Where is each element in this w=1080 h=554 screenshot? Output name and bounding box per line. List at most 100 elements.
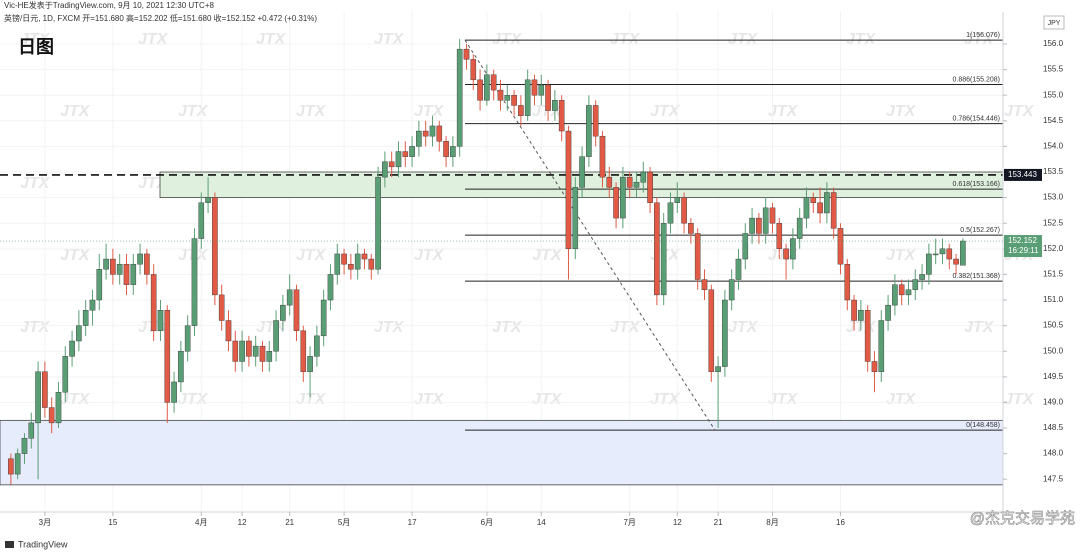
watermark: JTX	[374, 31, 405, 48]
fib-label: 1(156.076)	[966, 32, 1000, 39]
watermark: JTX	[886, 391, 917, 408]
watermark: JTX	[610, 319, 641, 336]
x-tick-label: 12	[238, 518, 247, 527]
candle-body	[259, 345, 266, 362]
candle-body	[769, 207, 776, 224]
candle-body	[334, 253, 341, 275]
x-tick-label: 16	[836, 518, 845, 527]
candle-body	[348, 263, 354, 270]
candle-body	[898, 284, 905, 296]
candle-body	[681, 197, 687, 224]
candle-body	[450, 146, 456, 157]
candle-body	[361, 253, 368, 260]
candle-body	[402, 151, 409, 157]
watermark: JTX	[532, 247, 563, 264]
candle-body	[191, 238, 198, 326]
y-tick-label: 154.0	[1043, 142, 1064, 151]
candle-body	[212, 197, 218, 296]
candle-body	[123, 263, 130, 285]
candle-body	[314, 335, 320, 357]
watermark: JTX	[178, 103, 209, 120]
candle-body	[871, 361, 878, 372]
candle-body	[524, 79, 531, 116]
axes: 147.5 148.0 148.5 149.0 149.5 150.0 150.5 151.0…	[0, 12, 1064, 527]
candle-body	[171, 381, 177, 403]
watermark: JTX	[256, 31, 287, 48]
candle-body	[463, 48, 470, 60]
candle-body	[606, 176, 613, 188]
candle-body	[14, 453, 21, 475]
watermark: JTX	[296, 391, 327, 408]
level-label: 153.443	[1008, 170, 1037, 179]
x-tick-label: 17	[408, 518, 417, 527]
candle-body	[382, 161, 388, 178]
candle-body	[701, 279, 708, 290]
candle-body	[42, 371, 48, 408]
y-tick-label: 155.0	[1043, 90, 1064, 99]
candle-body	[654, 202, 660, 296]
candle-body	[286, 289, 293, 306]
candle-body	[735, 258, 742, 280]
candle-body	[776, 223, 783, 250]
candle-body	[960, 240, 966, 266]
candle-body	[35, 371, 41, 424]
watermark: JTX	[60, 391, 91, 408]
watermark: JTX	[296, 247, 327, 264]
last-price-tag	[1004, 235, 1042, 258]
countdown: 16:29:11	[1008, 246, 1039, 255]
candle-body	[144, 253, 150, 275]
fib-label: 0.382(151.368)	[953, 273, 1000, 280]
candle-body	[470, 59, 477, 81]
candle-body	[69, 340, 75, 357]
fib-label: 0.786(154.446)	[953, 115, 1000, 122]
candle-body	[307, 356, 313, 372]
candle-body	[103, 258, 109, 270]
fib-trend	[464, 39, 716, 431]
candle-body	[912, 279, 919, 290]
candle-body	[184, 325, 191, 352]
candle-body	[246, 340, 252, 357]
candle-body	[885, 304, 891, 321]
candle-body	[626, 176, 633, 188]
fib-label: 0.618(153.166)	[953, 181, 1000, 188]
zone	[0, 419, 1004, 486]
candle-body	[674, 197, 681, 203]
x-tick-label: 6月	[481, 518, 493, 527]
candle-body	[497, 89, 504, 101]
candle-body	[327, 274, 334, 301]
watermark: JTX	[20, 175, 51, 192]
candle-body	[905, 289, 912, 296]
candle-body	[810, 197, 817, 203]
candle-body	[8, 458, 14, 475]
watermark: JTX	[60, 103, 91, 120]
candle-body	[824, 192, 830, 214]
candle-body	[293, 289, 300, 331]
watermark: JTX	[964, 319, 995, 336]
watermark: JTX	[1004, 103, 1035, 120]
candle-body	[953, 258, 959, 265]
watermark: JTX	[60, 247, 91, 264]
fib-label: 0(148.458)	[966, 422, 1000, 429]
x-tick-label: 21	[714, 518, 723, 527]
candle-body	[694, 233, 701, 280]
candle-body	[110, 258, 116, 275]
x-tick-label: 7月	[623, 518, 635, 527]
candle-body	[728, 279, 735, 301]
candle-body	[837, 228, 844, 265]
candle-body	[538, 84, 545, 96]
watermark: JTX	[650, 103, 681, 120]
y-tick-label: 149.5	[1043, 372, 1064, 381]
candle-body	[395, 151, 402, 168]
x-tick-label: 8月	[766, 518, 778, 527]
candle-body	[803, 197, 810, 219]
candle-body	[613, 187, 619, 219]
candle-body	[436, 125, 443, 142]
watermark: JTX	[414, 103, 445, 120]
watermark: JTX	[728, 319, 759, 336]
y-tick-label: 151.5	[1043, 270, 1064, 279]
symbol-info: 英镑/日元, 1D, FXCM 开=151.680 高=152.202 低=15…	[4, 13, 317, 23]
candle-body	[218, 294, 225, 321]
y-tick-label: 155.5	[1043, 65, 1064, 74]
candle-body	[82, 310, 89, 326]
